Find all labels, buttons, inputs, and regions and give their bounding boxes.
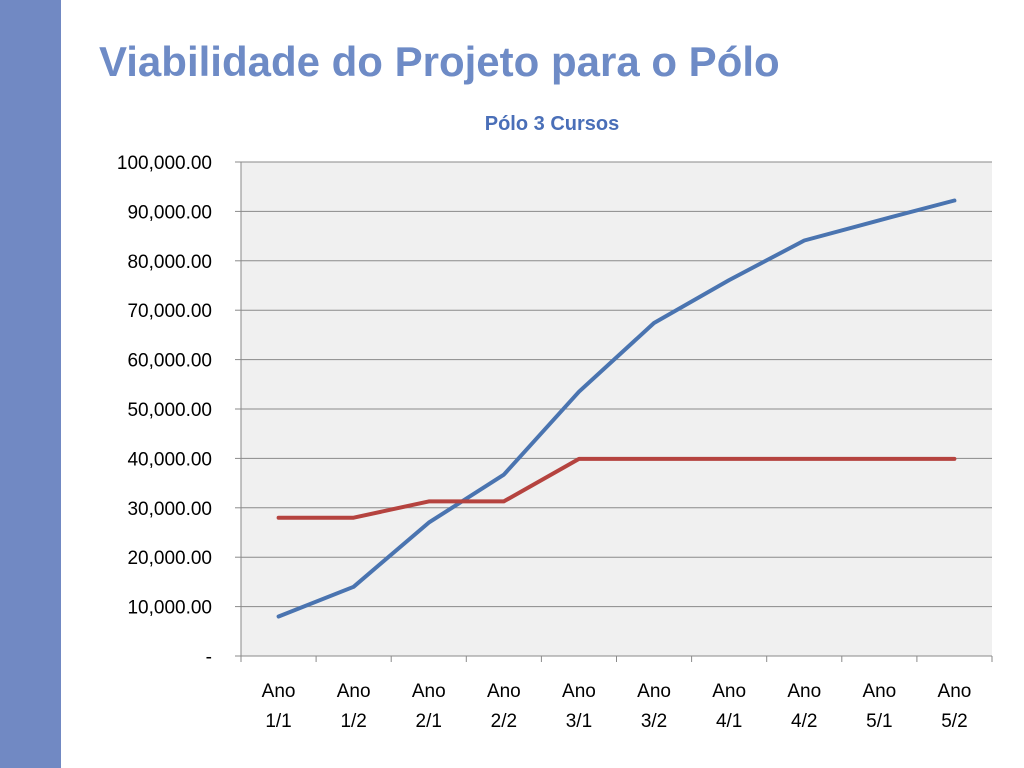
x-tick-label: Ano 4/1 [712,681,746,732]
x-tick-label: Ano 3/1 [562,681,596,732]
y-tick-label: 100,000.00 [117,153,212,174]
x-tick-label: Ano 1/2 [337,681,371,732]
y-tick-label: 40,000.00 [127,449,212,470]
y-tick-label: 20,000.00 [127,548,212,569]
x-tick-label: Ano 5/2 [938,681,972,732]
y-tick-label: 30,000.00 [127,499,212,520]
series-line-1 [276,198,957,619]
x-tick-label: Ano 2/1 [412,681,446,732]
x-tick-label: Ano 3/2 [637,681,671,732]
series-line-2 [276,456,957,520]
y-tick-label: 10,000.00 [127,598,212,619]
slide-title: Viabilidade do Projeto para o Pólo [99,38,780,85]
y-tick-label: 80,000.00 [127,252,212,273]
y-tick-label: 50,000.00 [127,400,212,421]
chart-title: Pólo 3 Cursos [485,113,619,135]
y-tick-label: - [206,647,212,668]
y-tick-label: 90,000.00 [127,202,212,223]
y-tick-label: 60,000.00 [127,351,212,372]
x-tick-label: Ano 5/1 [862,681,896,732]
series-lines [276,198,957,619]
x-tick-label: Ano 2/2 [487,681,521,732]
y-tick-labels: - 10,000.00 20,000.00 30,000.00 40,000.00 50,… [117,153,212,668]
axes [235,161,993,662]
sidebar-stripe [0,0,61,768]
x-tick-labels: Ano 1/1 Ano 1/2 Ano 2/1 Ano 2/2 Ano 3/1 Ano 3/2 Ano 4… [262,681,972,732]
x-tick-label: Ano 1/1 [262,681,296,732]
y-tick-label: 70,000.00 [127,301,212,322]
x-tick-label: Ano 4/2 [787,681,821,732]
